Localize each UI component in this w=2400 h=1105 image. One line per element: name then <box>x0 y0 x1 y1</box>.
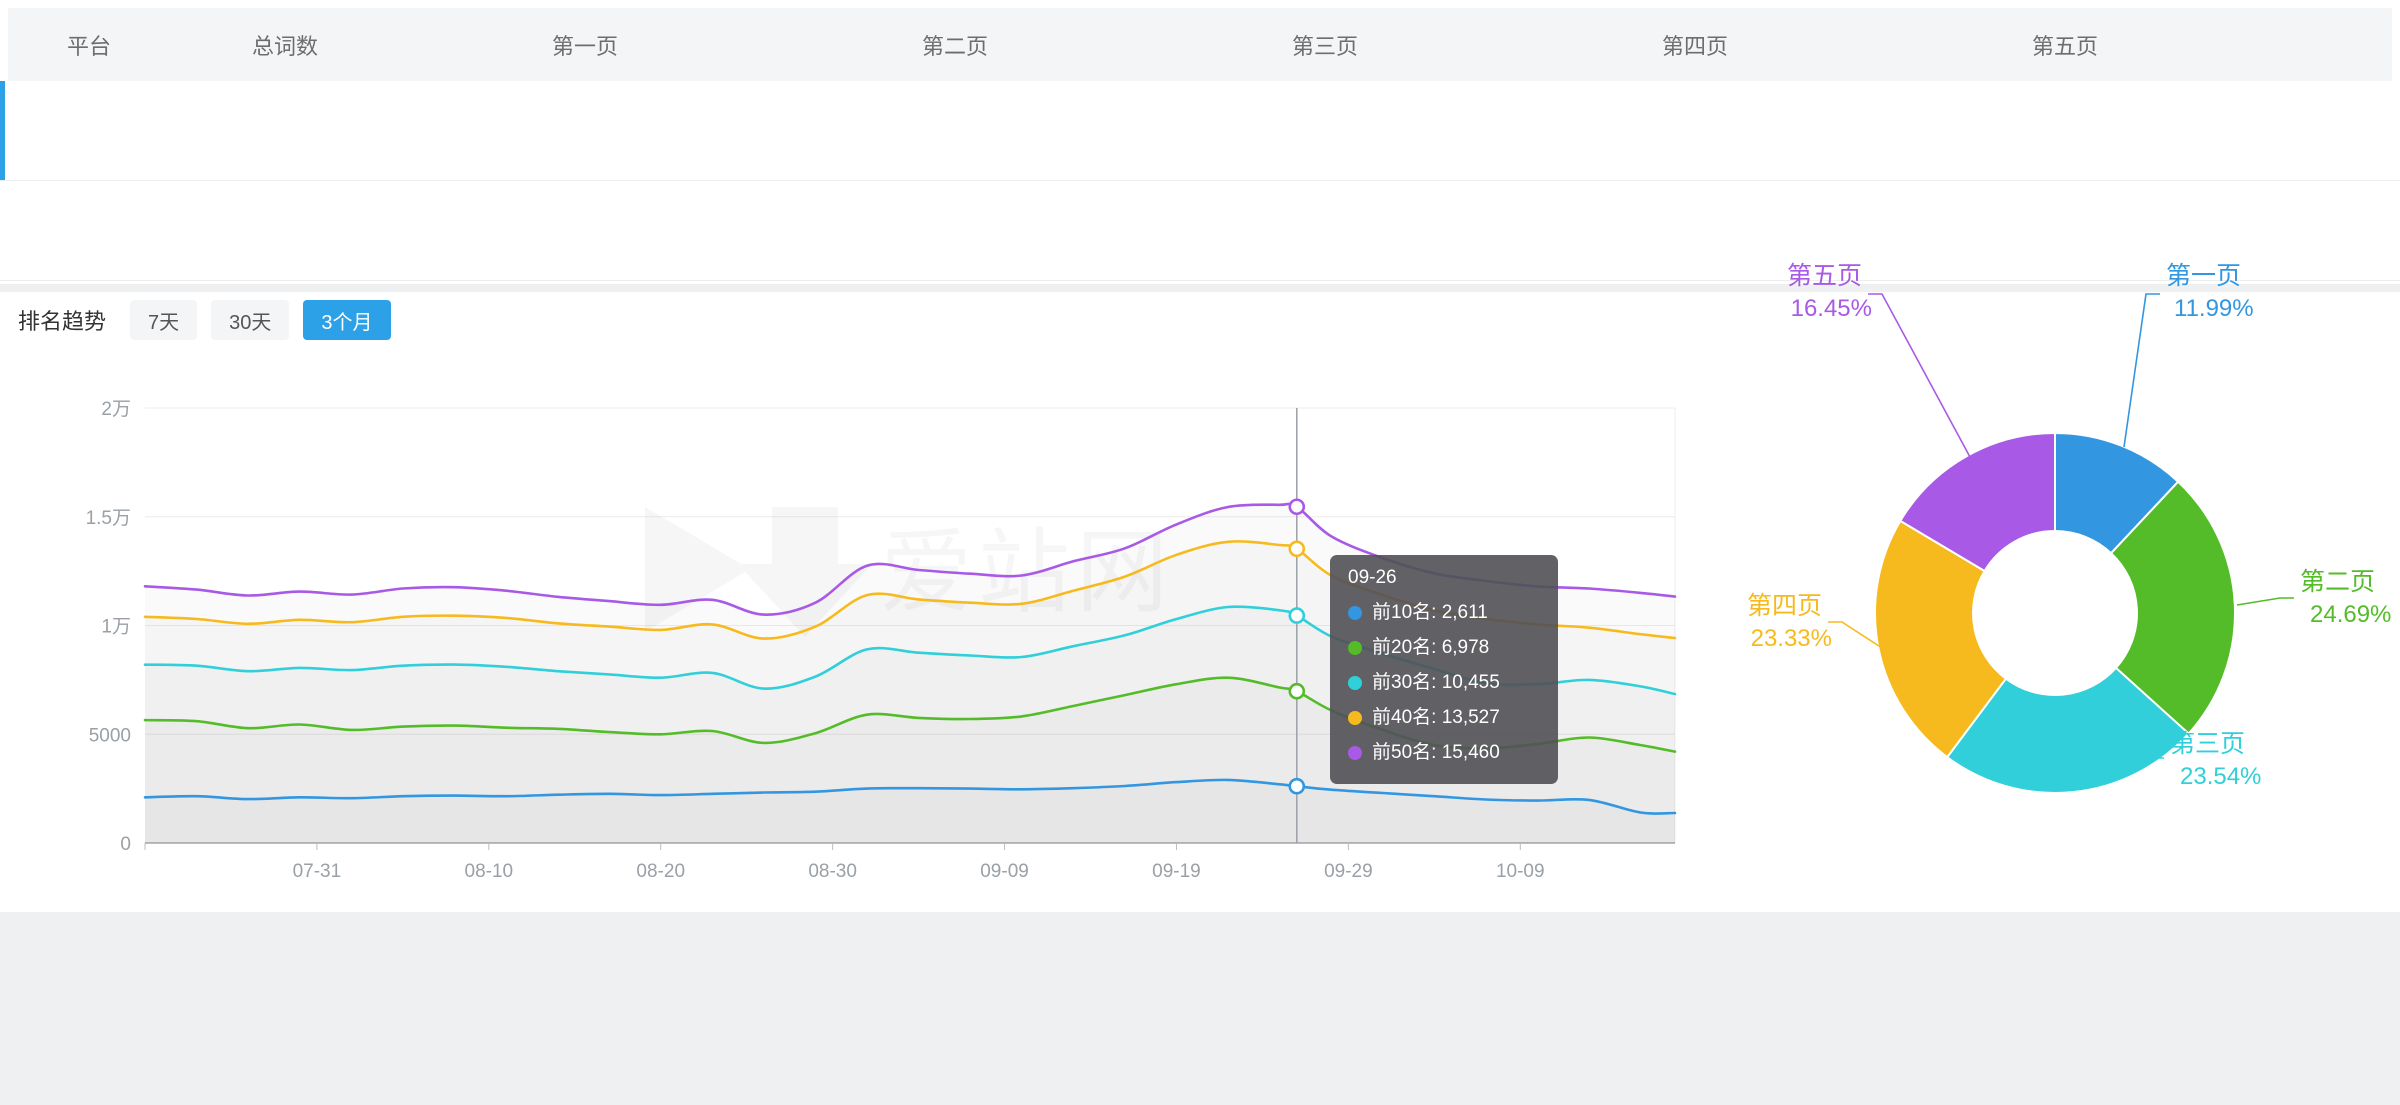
header-page-2: 第二页 <box>921 33 988 59</box>
donut-label-percent: 11.99% <box>2174 295 2254 322</box>
donut-label-leader <box>2236 597 2294 606</box>
tab-7-days[interactable]: 7天 <box>130 300 198 340</box>
table-row[interactable]: PC端 11,314 1,357 11.99% 2,793 24.69% 2,6… <box>0 81 2400 571</box>
header-total-words: 总词数 <box>251 33 318 59</box>
x-axis-tick-label: 09-09 <box>980 861 1029 882</box>
y-axis-tick-label: 0 <box>120 834 131 855</box>
donut-slice-第二页[interactable] <box>2110 480 2236 735</box>
donut-label-name: 第四页 <box>1747 592 1822 620</box>
y-axis-tick-label: 5000 <box>89 725 131 746</box>
rank-summary-table: 平台 总词数 第一页 第二页 第三页 第四页 第五页 PC端 11,314 1,… <box>0 0 2400 671</box>
highlight-marker-前40名 <box>1288 540 1306 558</box>
donut-label-percent: 24.69% <box>2310 601 2391 628</box>
aizhan-watermark: 爱站网 <box>645 507 1174 637</box>
donut-slice-第三页[interactable] <box>1946 666 2190 794</box>
series-area-前10名 <box>145 779 1675 843</box>
rank-dashboard: 平台 总词数 第一页 第二页 第三页 第四页 第五页 PC端 11,314 1,… <box>0 0 2400 912</box>
trend-section-title: 排名趋势 <box>18 309 107 334</box>
header-page-4: 第四页 <box>1661 33 1728 59</box>
x-axis-tick-label: 07-31 <box>293 861 342 882</box>
tab-30-days[interactable]: 30天 <box>211 300 290 340</box>
x-axis-tick-label: 08-20 <box>636 861 685 882</box>
page-distribution-donut-chart[interactable]: 第一页 11.99% 第二页 24.69% 第三页 23.54% 第四页 23.33% 第五页 1… <box>1680 230 2400 912</box>
donut-label-name: 第二页 <box>2300 568 2375 596</box>
y-axis-tick-label: 2万 <box>101 399 131 420</box>
header-platform: 平台 <box>66 33 111 59</box>
donut-slice-第四页[interactable] <box>1874 519 2007 759</box>
svg-text:爱站网: 爱站网 <box>880 522 1174 624</box>
donut-label-leader <box>2123 293 2160 448</box>
series-area-前20名 <box>145 677 1675 843</box>
rank-trend-card: 排名趋势 7天 30天 3个月 0 5000 1万 1.5万 2万爱站网 07-31 08-… <box>0 262 2400 912</box>
donut-label-percent: 16.45% <box>1791 295 1872 322</box>
series-line-前10名 <box>143 778 1677 815</box>
highlight-marker-前10名 <box>1288 777 1306 795</box>
x-axis-tick-label: 10-09 <box>1496 861 1545 882</box>
x-axis-tick-label: 08-30 <box>808 861 857 882</box>
highlight-marker-前30名 <box>1288 607 1306 624</box>
trend-tabs-row: 排名趋势 7天 30天 3个月 <box>0 292 2400 340</box>
y-axis-tick-label: 1万 <box>101 617 131 638</box>
x-axis-tick-label: 08-10 <box>465 861 514 882</box>
donut-label-leader <box>1868 293 1971 458</box>
x-axis-tick-label: 09-19 <box>1152 861 1201 882</box>
donut-label-leader <box>2074 757 2164 790</box>
highlight-marker-前20名 <box>1288 682 1306 700</box>
header-page-5: 第五页 <box>2031 33 2098 59</box>
header-page-1: 第一页 <box>551 33 618 59</box>
donut-label-name: 第一页 <box>2166 262 2241 290</box>
x-axis-tick-label: 09-29 <box>1324 861 1373 882</box>
donut-label-leader <box>1828 621 1883 649</box>
table-header-row: 平台 总词数 第一页 第二页 第三页 第四页 第五页 <box>8 8 2392 81</box>
table-body: PC端 11,314 1,357 11.99% 2,793 24.69% 2,6… <box>0 81 2400 671</box>
highlight-marker-前50名 <box>1288 498 1306 516</box>
tab-3-months[interactable]: 3个月 <box>303 300 391 340</box>
y-axis-tick-label: 1.5万 <box>86 508 131 529</box>
series-area-前50名 <box>145 503 1675 843</box>
donut-label-percent: 23.33% <box>1751 625 1832 652</box>
donut-label-name: 第五页 <box>1787 262 1862 290</box>
donut-label-name: 第三页 <box>2170 730 2245 758</box>
donut-label-percent: 23.54% <box>2180 763 2261 790</box>
donut-slice-第五页[interactable] <box>1899 432 2056 573</box>
header-page-3: 第三页 <box>1291 33 1358 59</box>
